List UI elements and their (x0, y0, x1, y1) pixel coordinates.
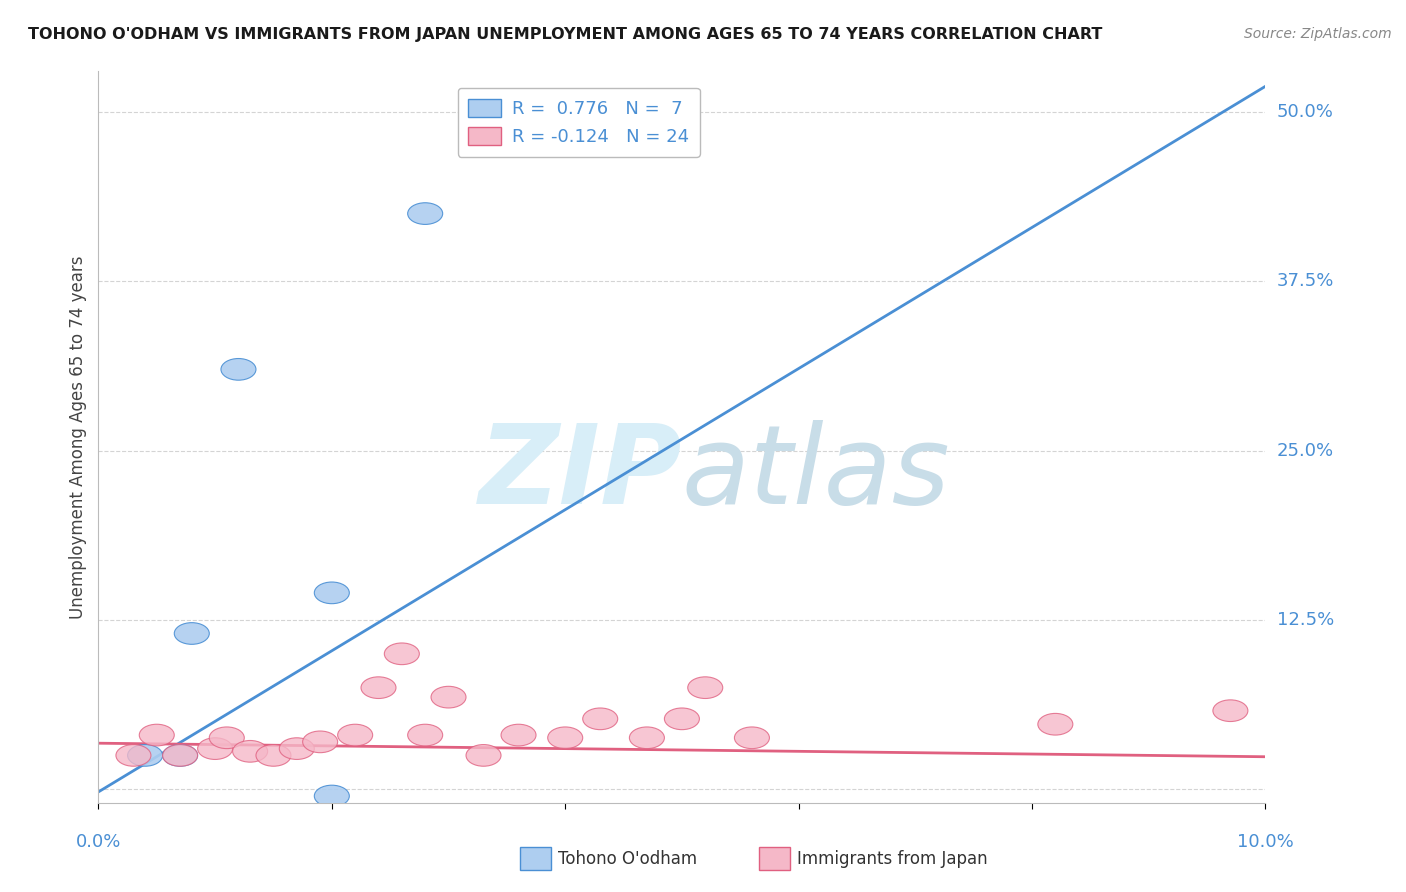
Ellipse shape (688, 677, 723, 698)
Ellipse shape (174, 623, 209, 644)
Ellipse shape (128, 745, 163, 766)
Ellipse shape (665, 708, 699, 730)
Ellipse shape (315, 582, 349, 604)
Text: ZIP: ZIP (478, 420, 682, 527)
Ellipse shape (734, 727, 769, 748)
Text: Immigrants from Japan: Immigrants from Japan (797, 849, 988, 868)
Ellipse shape (408, 202, 443, 225)
Ellipse shape (221, 359, 256, 380)
Text: 50.0%: 50.0% (1277, 103, 1333, 121)
Text: 12.5%: 12.5% (1277, 611, 1334, 629)
Ellipse shape (337, 724, 373, 746)
Text: TOHONO O'ODHAM VS IMMIGRANTS FROM JAPAN UNEMPLOYMENT AMONG AGES 65 TO 74 YEARS C: TOHONO O'ODHAM VS IMMIGRANTS FROM JAPAN … (28, 27, 1102, 42)
Text: 25.0%: 25.0% (1277, 442, 1334, 459)
Y-axis label: Unemployment Among Ages 65 to 74 years: Unemployment Among Ages 65 to 74 years (69, 255, 87, 619)
Ellipse shape (408, 724, 443, 746)
Ellipse shape (209, 727, 245, 748)
Ellipse shape (302, 731, 337, 753)
Ellipse shape (361, 677, 396, 698)
Ellipse shape (256, 745, 291, 766)
Ellipse shape (315, 785, 349, 807)
Text: 0.0%: 0.0% (76, 833, 121, 851)
Text: atlas: atlas (682, 420, 950, 527)
Legend: R =  0.776   N =  7, R = -0.124   N = 24: R = 0.776 N = 7, R = -0.124 N = 24 (457, 87, 700, 157)
Ellipse shape (432, 686, 465, 708)
Ellipse shape (139, 724, 174, 746)
Ellipse shape (548, 727, 582, 748)
Ellipse shape (630, 727, 665, 748)
Text: 10.0%: 10.0% (1237, 833, 1294, 851)
Ellipse shape (163, 745, 198, 766)
Text: Tohono O'odham: Tohono O'odham (558, 849, 697, 868)
Ellipse shape (163, 745, 198, 766)
Text: 37.5%: 37.5% (1277, 272, 1334, 290)
Ellipse shape (501, 724, 536, 746)
Text: Source: ZipAtlas.com: Source: ZipAtlas.com (1244, 27, 1392, 41)
Ellipse shape (1038, 714, 1073, 735)
Ellipse shape (280, 738, 315, 759)
Ellipse shape (115, 745, 150, 766)
Ellipse shape (465, 745, 501, 766)
Ellipse shape (1213, 700, 1249, 722)
Ellipse shape (384, 643, 419, 665)
Ellipse shape (232, 740, 267, 762)
Ellipse shape (198, 738, 232, 759)
Ellipse shape (582, 708, 617, 730)
